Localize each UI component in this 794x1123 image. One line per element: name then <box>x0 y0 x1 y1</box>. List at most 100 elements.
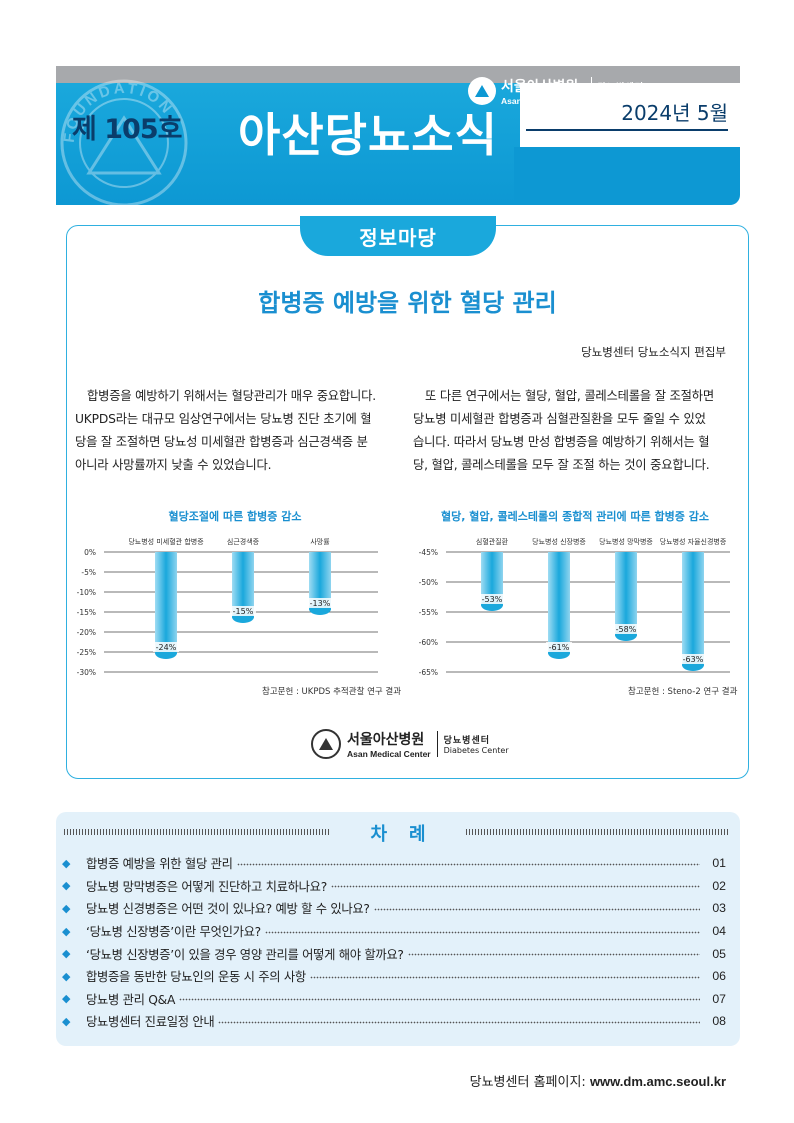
y-tick-label: -45% <box>419 548 438 557</box>
issue-number: 제 105호 <box>72 114 182 145</box>
hospital-name-ko: 서울아산병원 <box>347 732 425 748</box>
toc-rule-right <box>466 829 730 835</box>
category-label: 심혈관질환 <box>476 537 509 546</box>
section-tab <box>300 216 496 256</box>
chart-comprehensive-management: -45% -50% -55% -60% -65% 심혈관질환 -53% 당뇨병성 신장병증 -6… <box>419 537 730 677</box>
paragraph-line: UKPDS라는 대규모 임상연구에서는 당뇨병 진단 초기에 혈 <box>75 412 372 426</box>
toc-item-label: ‘당뇨병 신장병증’이 있을 경우 영양 관리를 어떻게 해야 할까요? <box>86 947 404 962</box>
diamond-icon: ◆ <box>62 924 71 938</box>
toc-page-number: 08 <box>712 1014 726 1029</box>
y-tick-label: -25% <box>77 648 96 657</box>
category-label: 사망률 <box>310 537 330 546</box>
toc-page-number: 02 <box>712 878 726 893</box>
dot-leader <box>264 926 700 936</box>
diamond-icon: ◆ <box>62 879 71 893</box>
toc-item[interactable]: ◆ 합병증을 동반한 당뇨인의 운동 시 주의 사항 06 <box>62 965 726 988</box>
category-label: 당뇨병성 망막병증 <box>599 537 653 546</box>
bar <box>615 552 637 636</box>
hospital-seal-icon <box>311 729 341 759</box>
diamond-icon: ◆ <box>62 992 71 1006</box>
masthead-blue-panel: FOUNDATION 제 105호 아산당뇨소식 <box>56 79 520 207</box>
chart1-title: 혈당조절에 따른 합병증 감소 <box>168 510 302 523</box>
dot-leader <box>309 971 700 981</box>
hospital-name-en: Asan Medical Center <box>347 749 431 759</box>
bar <box>481 552 503 606</box>
toc-item[interactable]: ◆ ‘당뇨병 신장병증’이란 무엇인가요? 04 <box>62 920 726 943</box>
data-label-bg <box>613 624 639 634</box>
y-tick-label: -30% <box>77 668 96 677</box>
header-logo-tab <box>514 147 740 205</box>
dot-leader <box>373 903 700 913</box>
data-label: -53% <box>482 595 503 604</box>
hospital-name-en: Asan Medical Center <box>501 96 585 106</box>
chart2-title: 혈당, 혈압, 콜레스테롤의 종합적 관리에 따른 합병증 감소 <box>441 510 709 523</box>
toc-page-number: 03 <box>712 901 726 916</box>
diamond-icon: ◆ <box>62 901 71 915</box>
diamond-icon: ◆ <box>62 969 71 983</box>
data-label-bg <box>680 654 706 664</box>
toc-item-label: 당뇨병센터 진료일정 안내 <box>86 1015 215 1030</box>
homepage-link[interactable]: www.dm.amc.seoul.kr <box>589 1074 726 1089</box>
data-label: -24% <box>156 643 177 652</box>
chart-glycemic-control: 0% -5% -10% -15% -20% -25% -30% 당뇨병성 미세혈관 합병증 -2… <box>77 537 378 677</box>
chart1-reference: 참고문헌 : UKPDS 추적관찰 연구 결과 <box>262 687 402 697</box>
diamond-icon: ◆ <box>62 947 71 961</box>
chart2-reference: 참고문헌 : Steno-2 연구 결과 <box>628 687 738 697</box>
toc-item[interactable]: ◆ 합병증 예방을 위한 혈당 관리 01 <box>62 852 726 875</box>
hospital-seal-icon <box>468 77 496 105</box>
y-tick-label: -10% <box>77 588 96 597</box>
diamond-icon: ◆ <box>62 1014 71 1028</box>
toc-item[interactable]: ◆ ‘당뇨병 신장병증’이 있을 경우 영양 관리를 어떻게 해야 할까요? 05 <box>62 942 726 965</box>
center-name-en: Diabetes Center <box>597 93 663 102</box>
category-label: 당뇨병성 신장병증 <box>532 537 586 546</box>
header-top-bar <box>56 66 740 83</box>
logo-divider <box>590 77 592 105</box>
article-column-left: 합병증을 예방하기 위해서는 혈당관리가 매우 중요합니다. UKPDS라는 대… <box>75 385 387 477</box>
toc-page-number: 06 <box>712 969 726 984</box>
toc-item-label: 당뇨병 관리 Q&A <box>86 992 176 1007</box>
bar <box>155 552 177 654</box>
data-label: -63% <box>683 655 704 664</box>
hospital-logo-footer[interactable]: 서울아산병원 Asan Medical Center 당뇨병센터 Diabete… <box>311 729 509 759</box>
footer: 당뇨병센터 홈페이지: www.dm.amc.seoul.kr <box>400 1071 726 1090</box>
toc-item[interactable]: ◆ 당뇨병 망막병증은 어떻게 진단하고 치료하나요? 02 <box>62 875 726 898</box>
paragraph-line: 아니라 사망률까지 낮출 수 있었습니다. <box>75 458 272 472</box>
hospital-logo[interactable]: 서울아산병원 Asan Medical Center 당뇨병센터 Diabete… <box>468 76 663 106</box>
y-tick-label: -60% <box>419 638 438 647</box>
y-tick-label: -50% <box>419 578 438 587</box>
toc-item[interactable]: ◆ 당뇨병 신경병증은 어떤 것이 있나요? 예방 할 수 있나요? 03 <box>62 897 726 920</box>
toc-item-label: 합병증 예방을 위한 혈당 관리 <box>86 857 233 872</box>
toc-item[interactable]: ◆ 당뇨병 관리 Q&A 07 <box>62 988 726 1011</box>
data-label-bg <box>546 642 572 652</box>
dot-leader <box>236 858 700 868</box>
toc-list: ◆ 합병증 예방을 위한 혈당 관리 01 ◆ 당뇨병 망막병증은 어떻게 진단하고 치… <box>62 852 726 1033</box>
toc-item[interactable]: ◆ 당뇨병센터 진료일정 안내 08 <box>62 1010 726 1033</box>
toc-item-label: 당뇨병 망막병증은 어떻게 진단하고 치료하나요? <box>86 879 327 894</box>
y-tick-label: -15% <box>77 608 96 617</box>
y-tick-label: -65% <box>419 668 438 677</box>
y-tick-label: 0% <box>84 548 96 557</box>
toc-page-number: 07 <box>712 991 726 1006</box>
bar <box>232 552 254 618</box>
newsletter-title: 아산당뇨소식 <box>238 108 498 162</box>
paragraph-line: 당, 혈압, 콜레스테롤을 모두 잘 조절 하는 것이 중요합니다. <box>413 458 710 472</box>
toc-item-label: 당뇨병 신경병증은 어떤 것이 있나요? 예방 할 수 있나요? <box>86 902 370 917</box>
category-label: 심근경색증 <box>227 537 260 546</box>
toc-item-label: ‘당뇨병 신장병증’이란 무엇인가요? <box>86 925 261 940</box>
dot-leader <box>179 994 700 1004</box>
paragraph-line: 합병증을 예방하기 위해서는 혈당관리가 매우 중요합니다. <box>87 389 376 403</box>
foundation-seal-icon: FOUNDATION <box>60 79 188 207</box>
paragraph-line: 당뇨병 미세혈관 합병증과 심혈관질환을 모두 줄일 수 있었 <box>413 412 706 426</box>
data-label-bg <box>479 594 505 604</box>
section-label: 정보마당 <box>359 226 437 250</box>
header-divider <box>526 129 728 131</box>
bar <box>548 552 570 654</box>
paragraph-line: 또 다른 연구에서는 혈당, 혈압, 콜레스테롤을 잘 조절하면 <box>425 389 714 403</box>
data-label: -15% <box>233 607 254 616</box>
toc-page-number: 05 <box>712 946 726 961</box>
category-label: 당뇨병성 자율신경병증 <box>660 537 727 546</box>
data-label: -58% <box>616 625 637 634</box>
y-tick-label: -20% <box>77 628 96 637</box>
toc-page-number: 04 <box>712 924 726 939</box>
data-label-bg <box>230 606 256 616</box>
